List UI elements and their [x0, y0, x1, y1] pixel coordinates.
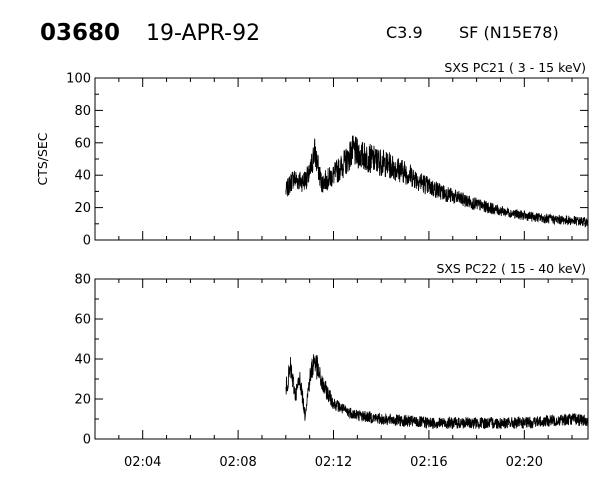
plot-frame — [94, 278, 589, 440]
panel-pc22: SXS PC22 ( 15 - 40 keV) 0 20 40 60 80 — [74, 261, 589, 448]
series-line — [285, 135, 589, 228]
x-tick-label: 02:20 — [506, 455, 543, 470]
y-tick-label: 40 — [74, 169, 91, 184]
y-tick-label: 80 — [74, 273, 91, 288]
event-date: 19-APR-92 — [146, 21, 260, 46]
series-line — [285, 354, 589, 430]
x-tick-label: 02:16 — [410, 455, 447, 470]
x-tick-label: 02:08 — [219, 455, 256, 470]
event-id: 03680 — [40, 20, 120, 46]
panel-title: SXS PC21 ( 3 - 15 keV) — [444, 60, 586, 75]
x-tick-label: 02:12 — [315, 455, 352, 470]
flare-info: SF (N15E78) — [459, 23, 559, 42]
y-tick-label: 60 — [74, 136, 91, 151]
y-axis-label: CTS/SEC — [35, 132, 50, 185]
y-tick-label: 40 — [74, 353, 91, 368]
y-tick-label: 100 — [66, 72, 91, 87]
y-tick-label: 20 — [74, 201, 91, 216]
goes-class: C3.9 — [386, 23, 423, 42]
y-tick-label: 60 — [74, 313, 91, 328]
panel-pc21: SXS PC21 ( 3 - 15 keV) 0 20 40 60 80 100 CTS/SE… — [35, 60, 589, 249]
x-tick-label: 02:04 — [124, 455, 161, 470]
y-tick-label: 80 — [74, 104, 91, 119]
y-tick-label: 20 — [74, 393, 91, 408]
y-tick-label: 0 — [83, 433, 91, 448]
panel-title: SXS PC22 ( 15 - 40 keV) — [436, 261, 586, 276]
x-axis-labels: 02:04 02:08 02:12 02:16 02:20 — [124, 455, 543, 470]
y-tick-label: 0 — [83, 234, 91, 249]
